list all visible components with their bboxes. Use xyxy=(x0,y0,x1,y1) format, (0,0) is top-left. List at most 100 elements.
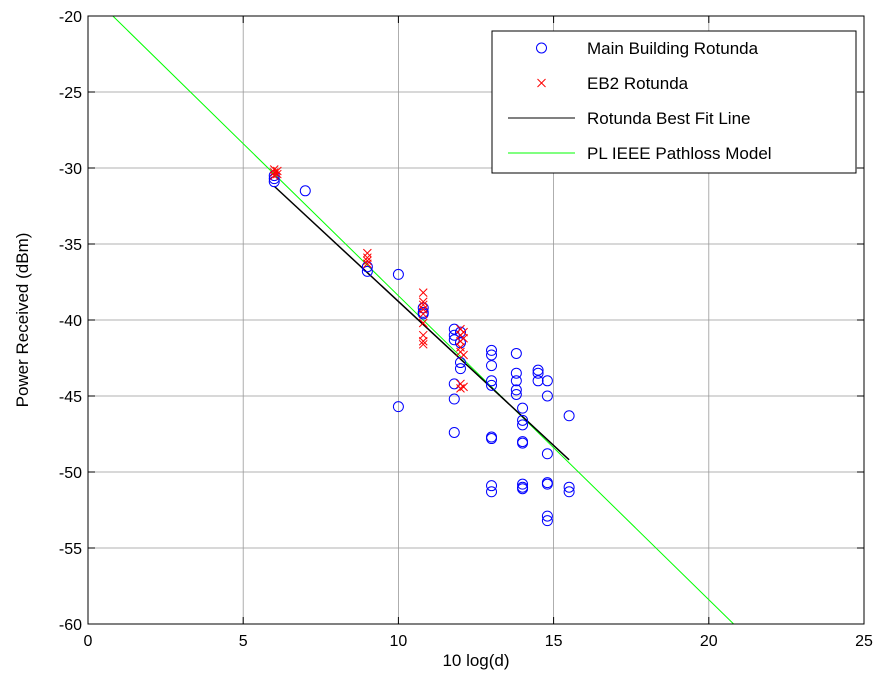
data-point xyxy=(363,253,372,263)
data-point-stroke-b xyxy=(272,169,282,179)
data-point xyxy=(459,350,468,360)
data-point xyxy=(459,382,468,392)
data-point-stroke-b xyxy=(269,171,279,180)
data-point-stroke-b xyxy=(459,333,468,343)
y-tick-label: -40 xyxy=(59,313,82,330)
data-point xyxy=(272,166,282,176)
data-point-stroke-b xyxy=(418,309,428,319)
data-point xyxy=(532,367,544,379)
data-point-stroke-b xyxy=(363,256,372,266)
data-point xyxy=(563,486,575,498)
data-point-stroke-b xyxy=(459,382,468,392)
series-0 xyxy=(268,170,575,527)
data-point xyxy=(448,378,460,390)
data-point-stroke-b xyxy=(459,350,468,360)
data-point xyxy=(510,375,522,387)
legend-swatch-stroke-b xyxy=(537,78,546,88)
data-point xyxy=(486,344,498,356)
data-point-stroke-b xyxy=(363,259,372,269)
data-point-stroke-b xyxy=(272,166,282,176)
data-point xyxy=(418,330,428,340)
data-point xyxy=(541,375,553,387)
data-point-stroke-b xyxy=(363,253,372,263)
data-point xyxy=(272,169,282,179)
data-point xyxy=(454,363,466,375)
data-point xyxy=(417,302,429,314)
data-point xyxy=(510,388,522,400)
y-tick-label: -30 xyxy=(59,161,82,178)
data-point xyxy=(418,336,428,346)
data-point xyxy=(363,256,372,266)
data-point xyxy=(486,433,498,445)
series-3 xyxy=(112,15,734,625)
series-line xyxy=(273,185,570,461)
y-tick-label: -35 xyxy=(59,237,82,254)
x-tick-label: 5 xyxy=(239,633,248,650)
data-point xyxy=(392,401,404,413)
data-point xyxy=(448,323,460,335)
legend: Main Building Rotunda EB2 Rotunda Rotunda … xyxy=(491,30,857,174)
y-tick-label: -50 xyxy=(59,465,82,482)
x-tick-label: 20 xyxy=(700,633,718,650)
data-point-stroke-b xyxy=(418,336,428,346)
data-point-stroke-b xyxy=(269,168,279,177)
legend-entry-label: EB2 Rotunda xyxy=(587,74,689,93)
data-point-stroke-b xyxy=(269,165,279,174)
data-point xyxy=(541,510,553,522)
data-point xyxy=(448,393,460,405)
data-point xyxy=(517,483,529,495)
data-point xyxy=(299,185,311,197)
ticks: 0 5 10 15 20 25 -60 -55 -50 -45 -40 -35 -30 -25 -20 xyxy=(59,9,873,650)
data-point xyxy=(456,384,465,393)
x-tick-label: 25 xyxy=(855,633,873,650)
data-point xyxy=(363,248,372,258)
data-point-stroke-b xyxy=(459,327,468,337)
x-tick-label: 0 xyxy=(84,633,93,650)
legend-entry-label: PL IEEE Pathloss Model xyxy=(587,144,772,163)
y-axis-label: Power Received (dBm) xyxy=(13,233,32,408)
data-point xyxy=(517,414,529,426)
data-point-stroke-b xyxy=(456,343,465,352)
data-point xyxy=(541,478,553,490)
data-point xyxy=(486,375,498,387)
data-point-stroke-b xyxy=(418,297,428,307)
data-point xyxy=(418,318,428,328)
data-point xyxy=(448,329,460,341)
y-tick-label: -45 xyxy=(59,389,82,406)
data-point xyxy=(418,288,428,297)
data-point xyxy=(541,390,553,402)
y-tick-label: -25 xyxy=(59,85,82,102)
data-point xyxy=(448,426,460,438)
data-point xyxy=(510,367,522,379)
data-point-stroke-b xyxy=(456,384,465,393)
data-point xyxy=(363,259,372,269)
x-tick-label: 10 xyxy=(390,633,408,650)
data-point xyxy=(486,349,498,361)
data-point xyxy=(563,481,575,493)
grid xyxy=(88,16,864,624)
data-point xyxy=(486,360,498,372)
data-point xyxy=(456,343,465,352)
data-point xyxy=(486,486,498,498)
data-point xyxy=(486,480,498,492)
data-point xyxy=(563,410,575,422)
data-point-stroke-b xyxy=(418,300,428,310)
series-1 xyxy=(269,165,468,393)
data-point-stroke-b xyxy=(363,248,372,258)
data-point-stroke-b xyxy=(418,339,428,349)
data-point xyxy=(418,309,428,319)
data-point-stroke-b xyxy=(418,305,428,314)
data-point xyxy=(454,326,466,338)
data-point xyxy=(418,305,428,314)
data-point xyxy=(532,375,544,387)
data-point xyxy=(541,515,553,527)
data-point xyxy=(510,347,522,359)
y-tick-label: -20 xyxy=(59,9,82,26)
x-axis-label: 10 log(d) xyxy=(442,651,509,670)
data-point xyxy=(541,448,553,460)
legend-box xyxy=(491,30,857,174)
data-point xyxy=(269,171,279,180)
data-point xyxy=(517,437,529,449)
data-point xyxy=(361,265,373,277)
